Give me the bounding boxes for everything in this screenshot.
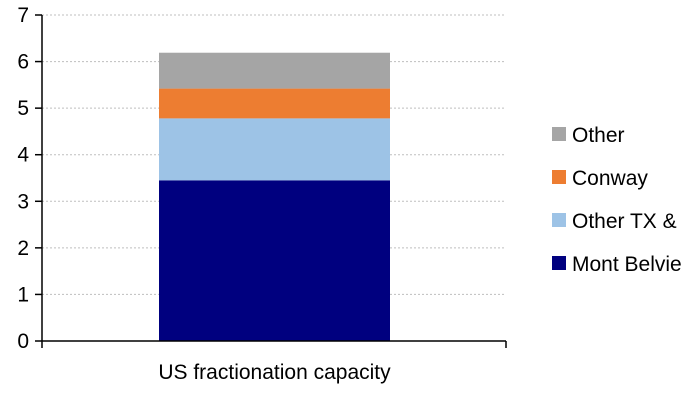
legend-swatch (552, 256, 566, 270)
legend-swatch (552, 127, 566, 141)
legend-label: Other (572, 124, 625, 147)
y-tick-label: 0 (17, 330, 29, 353)
y-tick-label: 2 (17, 237, 29, 260)
legend-label: Other TX & (572, 210, 677, 233)
y-tick-label: 6 (17, 51, 29, 74)
legend-swatch (552, 170, 566, 184)
bar-segment-4 (159, 52, 390, 89)
legend-swatch (552, 213, 566, 227)
bar-segment-1 (159, 180, 390, 341)
y-tick-label: 4 (17, 144, 29, 167)
y-tick-label: 5 (17, 97, 29, 120)
x-category-label: US fractionation capacity (158, 361, 391, 384)
bar-segment-2 (159, 118, 390, 181)
legend-label: Conway (572, 167, 648, 190)
y-tick-label: 1 (17, 283, 29, 306)
y-tick-label: 3 (17, 190, 29, 213)
y-tick-label: 7 (17, 4, 29, 27)
bar-segment-3 (159, 88, 390, 119)
legend-label: Mont Belvie (572, 253, 682, 276)
